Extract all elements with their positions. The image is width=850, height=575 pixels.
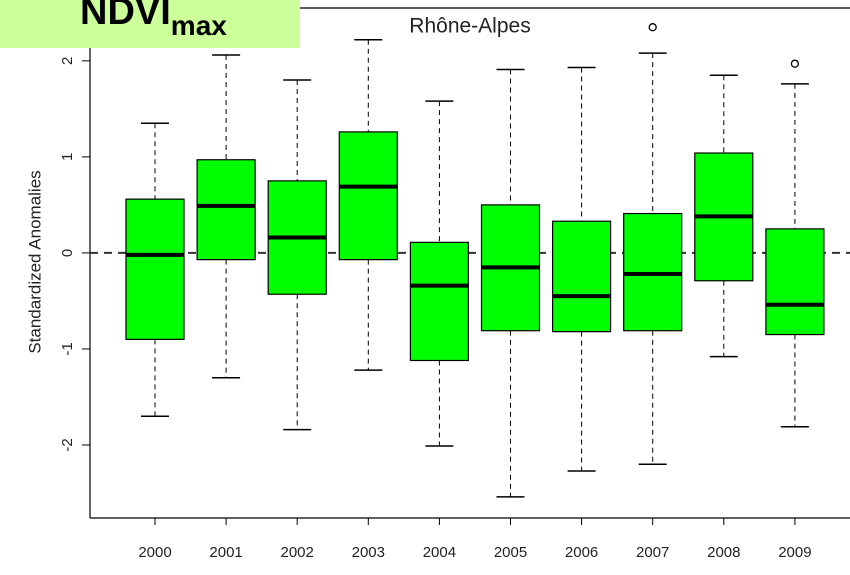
panel-label-box: [0, 0, 300, 48]
y-tick-label: -2: [59, 438, 76, 451]
y-tick-label: 1: [59, 153, 76, 161]
x-tick-label: 2005: [494, 544, 527, 561]
y-tick-label: 2: [59, 57, 76, 65]
outlier: [790, 59, 800, 68]
x-tick-label: 2007: [636, 544, 669, 561]
panel-label-sub: max: [171, 10, 227, 41]
panel-label-main: NDVI: [80, 0, 171, 33]
x-tick-label: 2004: [423, 544, 456, 561]
box: [125, 198, 185, 340]
panel-label: NDVImax: [80, 0, 227, 41]
outlier: [648, 23, 657, 32]
x-tick-label: 2008: [707, 544, 740, 561]
y-tick-label: -1: [59, 342, 76, 355]
x-tick-label: 2002: [281, 544, 314, 561]
box: [765, 228, 825, 336]
x-tick-label: 2006: [565, 544, 598, 561]
box: [551, 220, 612, 333]
box: [409, 241, 469, 362]
y-tick-label: 0: [59, 249, 76, 257]
y-axis-label: Standardized Anomalies: [25, 170, 44, 353]
box: [338, 131, 398, 261]
x-tick-label: 2009: [778, 544, 811, 561]
x-tick-label: 2000: [138, 544, 171, 561]
box: [196, 159, 256, 261]
x-tick-label: 2001: [209, 544, 242, 561]
x-tick-label: 2003: [352, 544, 385, 561]
chart-title: Rhône-Alpes: [409, 15, 530, 38]
